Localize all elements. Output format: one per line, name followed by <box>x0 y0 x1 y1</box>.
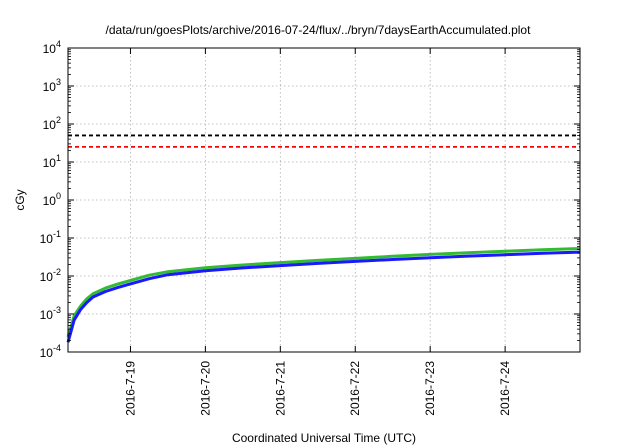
y-tick-exponent: 1 <box>56 153 61 163</box>
x-tick-label: 2016-7-24 <box>498 361 512 416</box>
y-tick-exponent: -2 <box>53 267 61 277</box>
x-tick-label: 2016-7-22 <box>348 361 362 416</box>
y-tick-base: 10 <box>40 308 54 322</box>
y-tick-base: 10 <box>43 42 57 56</box>
y-tick-exponent: 4 <box>56 39 61 49</box>
y-tick-label: 100 <box>43 191 61 208</box>
y-tick-label: 104 <box>43 39 61 56</box>
y-tick-label: 101 <box>43 153 61 170</box>
series-line <box>66 247 581 338</box>
x-axis-label: Coordinated Universal Time (UTC) <box>232 431 416 445</box>
y-tick-label: 10-3 <box>40 305 61 322</box>
y-tick-base: 10 <box>43 156 57 170</box>
threshold-lines <box>68 134 580 148</box>
y-tick-exponent: 3 <box>56 77 61 87</box>
gridlines <box>68 48 580 352</box>
y-axis-label: cGy <box>13 189 27 210</box>
y-tick-label: 102 <box>43 115 61 132</box>
data-series <box>66 247 581 343</box>
y-tick-exponent: 2 <box>56 115 61 125</box>
x-tick-label: 2016-7-20 <box>198 361 212 416</box>
y-tick-label: 10-1 <box>40 229 61 246</box>
y-tick-base: 10 <box>43 194 57 208</box>
x-tick-label: 2016-7-19 <box>123 361 137 416</box>
y-tick-exponent: -1 <box>53 229 61 239</box>
y-tick-base: 10 <box>43 118 57 132</box>
x-axis-ticks: 2016-7-19 2016-7-20 2016-7-21 2016-7-22 2016… <box>123 48 512 416</box>
y-tick-base: 10 <box>40 270 54 284</box>
y-tick-label: 10-4 <box>40 343 61 360</box>
y-tick-exponent: 0 <box>56 191 61 201</box>
x-tick-label: 2016-7-21 <box>273 361 287 416</box>
y-tick-base: 10 <box>40 346 54 360</box>
y-tick-exponent: -4 <box>53 343 61 353</box>
y-tick-label: 103 <box>43 77 61 94</box>
series-line <box>66 250 581 343</box>
x-tick-label: 2016-7-23 <box>423 361 437 416</box>
y-tick-base: 10 <box>43 80 57 94</box>
y-tick-base: 10 <box>40 232 54 246</box>
y-tick-exponent: -3 <box>53 305 61 315</box>
chart-title: /data/run/goesPlots/archive/2016-07-24/f… <box>106 23 532 37</box>
y-tick-label: 10-2 <box>40 267 61 284</box>
